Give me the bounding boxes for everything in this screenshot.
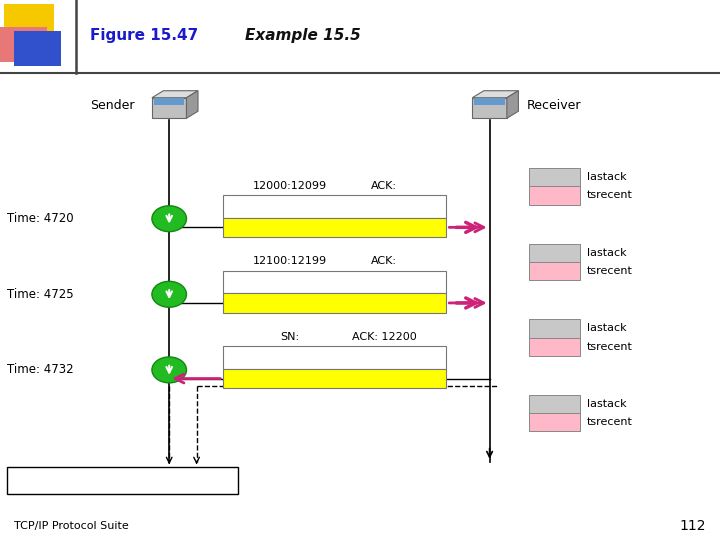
Text: Time: 4720: Time: 4720 — [7, 212, 74, 225]
Bar — [529, 395, 580, 413]
Bar — [529, 338, 580, 356]
Text: Receiver: Receiver — [527, 99, 582, 112]
Text: lastack: lastack — [587, 323, 626, 333]
Circle shape — [152, 206, 186, 232]
Polygon shape — [152, 91, 198, 98]
Circle shape — [152, 357, 186, 383]
Text: tsrecent: tsrecent — [587, 417, 633, 427]
Text: Figure 15.47: Figure 15.47 — [90, 28, 198, 43]
Bar — [529, 186, 580, 205]
Text: 12100:12199: 12100:12199 — [253, 256, 327, 266]
Bar — [529, 244, 580, 262]
Text: 4720: 4720 — [539, 266, 570, 276]
Polygon shape — [507, 91, 518, 118]
Bar — [529, 319, 580, 338]
Text: Example 15.5: Example 15.5 — [245, 28, 361, 43]
Bar — [223, 195, 446, 218]
Bar — [529, 262, 580, 280]
Bar — [472, 98, 507, 118]
Polygon shape — [186, 91, 198, 118]
Bar — [152, 98, 186, 118]
Text: tsrecent: tsrecent — [587, 342, 633, 352]
Text: 12000: 12000 — [535, 172, 574, 182]
Text: lastack: lastack — [587, 248, 626, 258]
Text: ACK: 12200: ACK: 12200 — [351, 332, 416, 342]
Bar — [474, 98, 505, 105]
Bar — [223, 293, 446, 313]
Text: SN:: SN: — [281, 332, 300, 342]
Text: Timestamp: 4725: Timestamp: 4725 — [286, 277, 384, 287]
Text: lastack: lastack — [587, 399, 626, 409]
Bar — [4, 4, 54, 40]
Text: 4720: 4720 — [539, 342, 570, 352]
Text: Timestamp:: Timestamp: — [302, 353, 368, 362]
Text: ACK:: ACK: — [371, 256, 397, 266]
Text: Time: 4732: Time: 4732 — [7, 363, 74, 376]
Text: Timestamp echo reply:: Timestamp echo reply: — [264, 222, 406, 232]
Text: 12000:12099: 12000:12099 — [253, 180, 327, 191]
Text: TCP/IP Protocol Suite: TCP/IP Protocol Suite — [14, 522, 129, 531]
Bar — [223, 346, 446, 369]
Text: Timestamp echo reply: 4720: Timestamp echo reply: 4720 — [246, 374, 424, 383]
Bar — [529, 168, 580, 186]
Bar — [529, 413, 580, 431]
Bar — [223, 218, 446, 237]
Bar — [223, 369, 446, 388]
Text: RTT = 4732 – 4720 = 12: RTT = 4732 – 4720 = 12 — [45, 474, 199, 487]
Text: Timestamp echo reply:: Timestamp echo reply: — [264, 298, 406, 308]
Text: Timestamp: 4720: Timestamp: 4720 — [286, 201, 384, 211]
Text: ACK:: ACK: — [371, 180, 397, 191]
Text: lastack: lastack — [587, 172, 626, 182]
Bar — [154, 98, 184, 105]
Text: 4720: 4720 — [539, 417, 570, 427]
Text: 12000: 12000 — [535, 248, 574, 258]
Polygon shape — [472, 91, 518, 98]
Text: 112: 112 — [679, 519, 706, 534]
Text: tsrecent: tsrecent — [587, 191, 633, 200]
Bar — [14, 31, 61, 66]
Text: 12200: 12200 — [535, 399, 574, 409]
Bar — [7, 467, 238, 494]
Text: 12000: 12000 — [535, 323, 574, 333]
Bar — [0, 27, 47, 62]
Text: Time: 4725: Time: 4725 — [7, 288, 74, 301]
Text: tsrecent: tsrecent — [587, 266, 633, 276]
Text: Sender: Sender — [90, 99, 135, 112]
Bar — [223, 271, 446, 293]
Circle shape — [152, 281, 186, 307]
